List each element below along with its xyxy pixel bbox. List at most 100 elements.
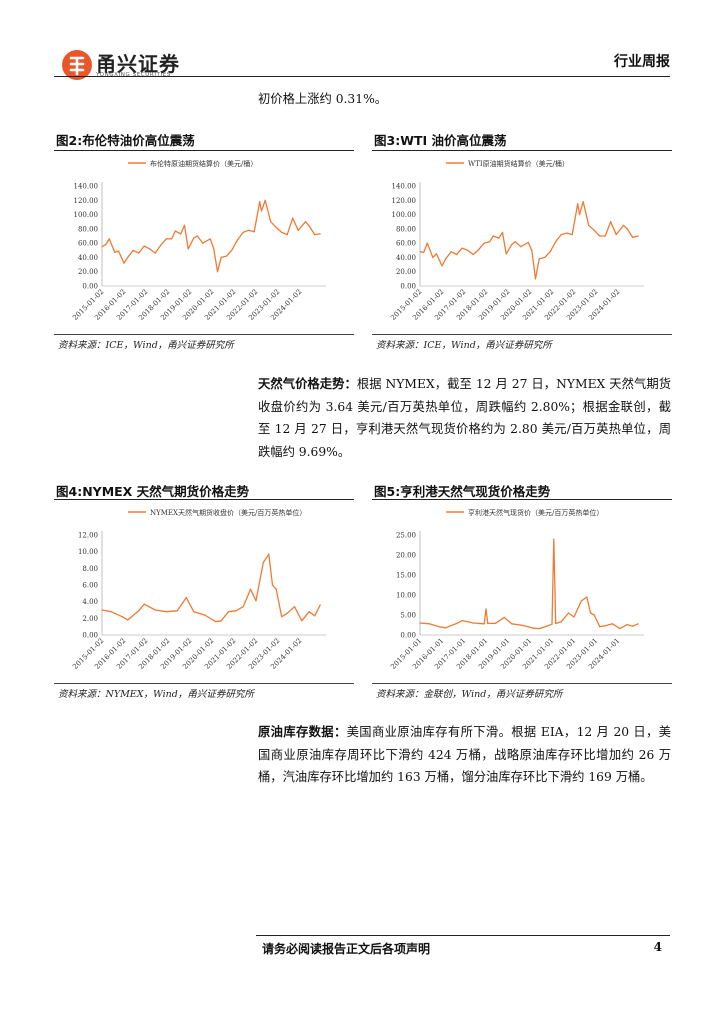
data-point — [105, 244, 107, 246]
data-point — [445, 627, 447, 629]
y-tick-label: 2.00 — [82, 615, 98, 623]
data-point — [589, 612, 592, 614]
y-tick-label: 4.00 — [82, 598, 98, 606]
y-tick-label: 140.00 — [74, 183, 99, 191]
data-point — [249, 588, 252, 590]
y-tick-label: 20.00 — [78, 268, 98, 276]
data-point — [472, 622, 474, 624]
data-point — [319, 604, 321, 606]
data-point — [527, 241, 529, 243]
data-point — [314, 234, 316, 236]
inventory-text: 美国商业原油库存有所下滑。根据 EIA，12 月 20 日，美国商业原油库存周环… — [258, 725, 671, 784]
footer-disclaimer: 请务必阅读报告正文后各项声明 — [262, 942, 431, 956]
data-point — [456, 622, 458, 624]
data-point — [582, 201, 584, 203]
y-tick-label: 60.00 — [78, 240, 98, 248]
data-point — [204, 614, 206, 616]
data-point — [632, 625, 634, 627]
data-point — [138, 610, 140, 612]
data-point — [216, 271, 219, 273]
figure-2-source: 资料来源：ICE，Wind，甬兴证券研究所 — [58, 340, 234, 351]
y-tick-label: 120.00 — [392, 197, 417, 205]
data-point — [637, 235, 639, 237]
y-tick-label: 15.00 — [396, 572, 416, 580]
data-point — [215, 621, 217, 623]
data-point — [419, 251, 421, 253]
y-tick-label: 0.00 — [82, 283, 98, 291]
data-point — [511, 244, 513, 246]
y-tick-label: 20.00 — [396, 268, 416, 276]
data-point — [428, 623, 430, 625]
brand-logo-icon — [62, 50, 92, 80]
data-point — [253, 231, 255, 233]
data-point — [308, 225, 310, 227]
data-point — [281, 616, 283, 618]
data-point — [149, 248, 151, 250]
data-point — [193, 611, 195, 613]
y-tick-label: 100.00 — [392, 211, 417, 219]
data-point — [544, 256, 546, 258]
data-point — [553, 538, 555, 540]
data-point — [593, 614, 595, 616]
data-point — [478, 249, 480, 251]
data-point — [435, 253, 438, 255]
brand-subtitle: YONGXING SECURITIES — [96, 72, 171, 78]
data-point — [426, 242, 428, 244]
data-point — [286, 612, 288, 614]
data-point — [489, 241, 491, 243]
report-type: 行业周报 — [614, 54, 670, 70]
data-point — [180, 233, 182, 235]
data-point — [127, 256, 129, 258]
y-tick-label: 20.00 — [396, 552, 416, 560]
data-point — [281, 231, 283, 233]
data-point — [196, 235, 198, 237]
data-point — [498, 237, 500, 239]
data-point — [271, 584, 274, 586]
y-tick-label: 0.00 — [400, 632, 416, 640]
data-point — [319, 233, 321, 235]
data-point — [586, 596, 588, 598]
data-point — [138, 252, 140, 254]
data-point — [235, 610, 237, 612]
data-point — [248, 229, 250, 231]
data-point — [176, 610, 178, 612]
series-line — [419, 538, 639, 630]
data-point — [108, 238, 110, 240]
y-tick-label: 10.00 — [396, 592, 416, 600]
data-point — [227, 611, 230, 613]
intro-text: 初价格上涨约 0.31%。 — [258, 92, 388, 106]
data-point — [114, 251, 116, 253]
data-point — [505, 253, 507, 255]
data-point — [165, 238, 167, 240]
data-point — [549, 251, 551, 253]
legend-label: 布伦特原油期货结算价（美元/桶） — [150, 159, 257, 168]
data-point — [531, 249, 533, 251]
data-point — [255, 600, 257, 602]
data-point — [185, 596, 187, 599]
data-point — [143, 603, 145, 605]
y-tick-label: 100.00 — [74, 211, 99, 219]
data-point — [483, 623, 485, 625]
figure-4-top-rule — [54, 499, 354, 500]
gas-price-lead: 天然气价格走势： — [258, 376, 357, 391]
data-point — [577, 203, 579, 205]
figure-3-top-rule — [372, 150, 672, 151]
data-point — [503, 616, 505, 618]
figure-2-top-rule — [54, 150, 354, 151]
data-point — [268, 553, 270, 555]
data-point — [551, 623, 553, 625]
data-point — [304, 221, 307, 223]
gas-price-paragraph: 天然气价格走势：根据 NYMEX，截至 12 月 27 日，NYMEX 天然气期… — [258, 373, 671, 463]
y-tick-label: 25.00 — [396, 532, 416, 540]
figure-4-source: 资料来源：NYMEX，Wind，甬兴证券研究所 — [58, 689, 254, 700]
data-point — [538, 628, 540, 630]
data-point — [514, 241, 516, 243]
data-point — [226, 255, 228, 257]
data-point — [626, 228, 628, 230]
data-point — [260, 210, 263, 212]
legend-label: NYMEX天然气期货收盘价（美元/百万英热单位） — [150, 508, 306, 517]
y-tick-label: 60.00 — [396, 240, 416, 248]
data-point — [567, 612, 570, 614]
data-point — [242, 231, 244, 233]
figure-4-chart: NYMEX天然气期货收盘价（美元/百万英热单位） 0.00 2.00 4.00 6.00… — [71, 508, 326, 671]
